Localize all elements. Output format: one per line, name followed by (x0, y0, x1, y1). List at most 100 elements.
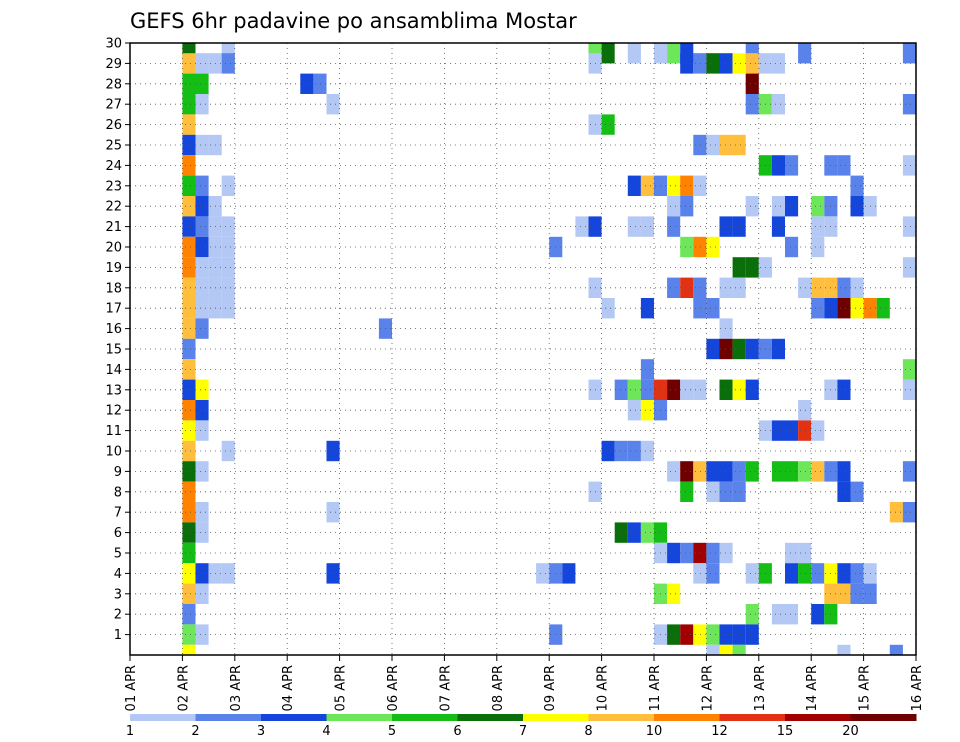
precip-cell (182, 542, 196, 564)
precip-cell (667, 461, 681, 482)
precip-cell (300, 73, 314, 94)
precip-cell (850, 563, 864, 584)
y-tick-label: 8 (114, 485, 122, 500)
precip-cell (182, 420, 196, 441)
precip-cell (771, 216, 785, 237)
colorbar-swatch (392, 714, 458, 721)
precip-cell (640, 175, 654, 196)
colorbar-legend: 1 2 3 4 5 6 7 8 10 12 15 20 (126, 714, 917, 739)
y-tick-label: 23 (105, 179, 122, 194)
precip-cell (667, 542, 681, 564)
precip-cell (785, 604, 799, 625)
colorbar-label: 15 (777, 724, 794, 739)
y-tick-label: 7 (114, 506, 122, 521)
precip-cell (745, 94, 759, 115)
precip-cell (680, 542, 694, 564)
precip-cell (195, 624, 209, 645)
precip-cell (745, 461, 759, 482)
precip-cell (182, 277, 196, 298)
plot-grid (130, 43, 916, 655)
y-tick-label: 25 (105, 139, 122, 154)
precip-cell (785, 542, 799, 564)
precip-cell (732, 257, 746, 278)
precip-cell (195, 502, 209, 523)
x-tick-label: 13 APR (753, 665, 768, 711)
precip-cell (732, 481, 746, 502)
precip-cell (601, 43, 615, 64)
precip-cell (640, 216, 654, 237)
precip-cell (536, 563, 550, 584)
y-tick-label: 13 (105, 383, 122, 398)
precip-cell (195, 236, 209, 258)
x-tick-label: 08 APR (491, 665, 506, 711)
precip-cell (326, 502, 340, 523)
precip-cell (706, 624, 720, 645)
precip-cell (680, 277, 694, 298)
precip-cell (719, 542, 733, 564)
precip-cell (680, 175, 694, 196)
precip-cell (313, 73, 327, 94)
precip-cell (640, 440, 654, 462)
precip-cell (195, 94, 209, 115)
precip-cell (719, 134, 733, 156)
precip-cell (221, 277, 235, 298)
precip-cell (562, 563, 576, 584)
precip-cell (640, 400, 654, 421)
y-tick-label: 18 (105, 281, 122, 296)
x-tick-label: 01 APR (124, 665, 139, 711)
precip-cell (811, 277, 825, 298)
x-tick-label: 02 APR (176, 665, 191, 711)
y-tick-label: 6 (114, 526, 122, 541)
precip-cell (719, 53, 733, 74)
y-tick-label: 4 (114, 567, 122, 582)
precip-cell (195, 461, 209, 482)
precip-cell (601, 114, 615, 135)
colorbar-swatch (195, 714, 262, 721)
y-tick-label: 30 (105, 37, 122, 52)
precip-cell (837, 155, 851, 176)
precip-cell (798, 461, 812, 482)
precip-cell (745, 563, 759, 584)
y-tick-label: 12 (105, 404, 122, 419)
precip-cell (601, 440, 615, 462)
precip-cell (693, 298, 707, 319)
precip-cell (771, 196, 785, 217)
precip-cell (182, 583, 196, 604)
precip-cell (680, 196, 694, 217)
precip-cell (719, 216, 733, 237)
precip-cell (693, 542, 707, 564)
y-tick-label: 17 (105, 302, 122, 317)
x-tick-label: 09 APR (543, 665, 558, 711)
precip-cell (889, 502, 903, 523)
precip-cell (811, 196, 825, 217)
precip-cell (732, 461, 746, 482)
precip-cell (745, 196, 759, 217)
y-tick-label: 26 (105, 118, 122, 133)
precip-cell (745, 73, 759, 94)
precip-cell (811, 420, 825, 441)
colorbar-label: 12 (711, 724, 728, 739)
precip-cell (182, 134, 196, 156)
precip-cell (811, 461, 825, 482)
precip-cell (195, 318, 209, 339)
precip-cell (771, 94, 785, 115)
precip-cell (706, 53, 720, 74)
precip-cell (889, 644, 903, 655)
colorbar-label: 8 (584, 724, 592, 739)
precip-cell (811, 563, 825, 584)
precip-cell (182, 440, 196, 462)
colorbar-swatch (457, 714, 524, 721)
precip-cell (785, 461, 799, 482)
precip-cell (785, 563, 799, 584)
x-axis-ticks: 01 APR 02 APR 03 APR 04 APR 05 APR 06 APR 07 A… (124, 655, 925, 711)
precip-cell (182, 318, 196, 339)
precip-cell (902, 502, 916, 523)
precip-cell (745, 257, 759, 278)
precip-cell (811, 236, 825, 258)
y-tick-label: 28 (105, 77, 122, 92)
colorbar-swatch (261, 714, 327, 721)
y-tick-label: 5 (114, 547, 122, 562)
precip-cell (719, 379, 733, 400)
precip-cell (811, 216, 825, 237)
precip-cell (837, 481, 851, 502)
